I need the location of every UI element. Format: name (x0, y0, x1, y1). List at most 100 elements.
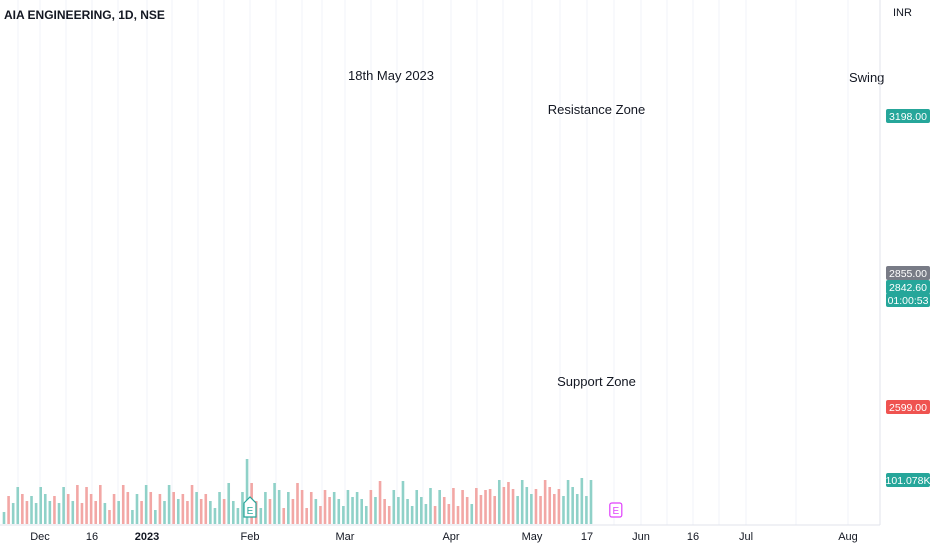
price-badge-label: 2855.00 (889, 268, 927, 280)
earnings-event-shape (243, 496, 257, 518)
volume-bar (231, 501, 235, 524)
time-axis-label: Mar (336, 531, 355, 543)
volume-bar (89, 494, 93, 524)
price-badge: 01:00:53 (886, 293, 930, 307)
volume-bar (117, 501, 120, 524)
date-annotation: 18th May 2023 (348, 68, 434, 83)
volume-bar (575, 494, 579, 524)
volume-bar (589, 480, 593, 524)
time-axis-label: Jul (739, 531, 753, 543)
price-badge-bg (886, 400, 930, 414)
volume-bar (236, 508, 240, 524)
price-badge-bg (886, 280, 930, 294)
volume-bar (131, 510, 134, 524)
volume-bar (190, 485, 194, 524)
currency-label: INR (893, 7, 912, 19)
volume-bar (209, 501, 212, 524)
volume-bar (410, 506, 414, 524)
volume-bar (378, 481, 382, 524)
volume-bar (525, 487, 529, 524)
time-axis-label: 2023 (135, 531, 159, 543)
volume-bar (557, 489, 561, 524)
volume-bar (268, 499, 272, 524)
volume-bar (369, 490, 373, 524)
volume-bar (241, 492, 244, 524)
volume-bar (264, 492, 267, 524)
volume-bar (76, 485, 79, 524)
volume-bar (328, 497, 331, 524)
volume-bar (43, 494, 47, 524)
volume-bar (351, 497, 354, 524)
volume-bar (475, 488, 478, 524)
volume-bar (296, 483, 299, 524)
volume-bar (493, 496, 496, 524)
volume-bar (342, 506, 345, 524)
volume-bar (530, 494, 533, 524)
volume-bar (314, 499, 318, 524)
volume-bar (53, 496, 56, 524)
volume-bar (213, 508, 217, 524)
volume-bar (30, 496, 33, 524)
volume-bar (103, 503, 107, 524)
volume-bar (99, 485, 102, 524)
volume-bar (484, 490, 487, 524)
volume-bar (227, 483, 231, 524)
volume-bar (259, 508, 263, 524)
time-axis-label: Aug (838, 531, 858, 543)
volume-bar (479, 495, 483, 524)
volume-bar (140, 501, 143, 524)
price-badge: 3198.00 (886, 109, 930, 123)
volume-bar (332, 492, 336, 524)
price-badge-bg (886, 473, 930, 487)
swing-annotation: Swing (849, 70, 884, 85)
volume-bar (7, 496, 10, 524)
grid-lines (17, 0, 849, 525)
volume-bar (566, 480, 570, 524)
volume-bar (447, 504, 451, 524)
volume-bar (16, 487, 20, 524)
volume-bar (273, 483, 276, 524)
volume-bar (470, 504, 474, 524)
volume-bar (548, 487, 552, 524)
volume-bars (2, 459, 593, 524)
time-axis-label: Apr (442, 531, 459, 543)
time-axis-label: 16 (86, 531, 98, 543)
volume-bar (553, 494, 556, 524)
volume-bar (309, 492, 313, 524)
price-badge: 2842.60 (886, 280, 930, 294)
volume-bar (319, 506, 322, 524)
volume-bar (383, 499, 386, 524)
volume-bar (507, 482, 510, 524)
price-badge-bg (886, 266, 930, 280)
volume-bar (520, 480, 524, 524)
volume-bar (277, 490, 281, 524)
time-axis-label: Feb (241, 531, 260, 543)
volume-bar (300, 490, 304, 524)
volume-bar (21, 494, 24, 524)
support-zone-label: Support Zone (557, 374, 636, 389)
volume-bar (305, 508, 308, 524)
volume-bar (66, 494, 70, 524)
volume-bar (323, 490, 327, 524)
volume-bar (397, 497, 400, 524)
earnings-event-icon: E (609, 502, 623, 518)
volume-bar (167, 485, 171, 524)
volume-bar (571, 487, 574, 524)
volume-bar (144, 485, 148, 524)
volume-bar (108, 510, 111, 524)
price-badge: 101.078K (886, 473, 930, 487)
volume-bar (585, 496, 588, 524)
volume-bar (121, 485, 125, 524)
volume-bar (387, 506, 391, 524)
volume-bar (176, 499, 180, 524)
volume-bar (374, 497, 377, 524)
volume-bar (429, 488, 432, 524)
volume-bar (57, 503, 61, 524)
volume-bar (172, 492, 175, 524)
volume-bar (401, 481, 405, 524)
volume-bar (80, 503, 84, 524)
volume-bar (562, 496, 565, 524)
volume-bar (452, 488, 455, 524)
volume-bar (511, 489, 515, 524)
